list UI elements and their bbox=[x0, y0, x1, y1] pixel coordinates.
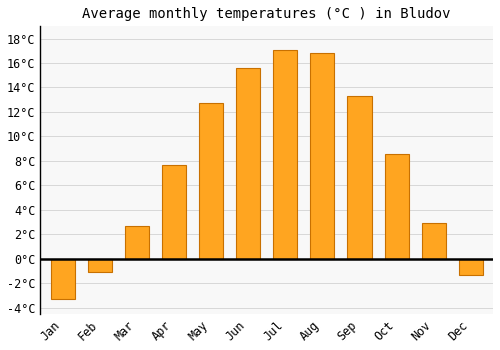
Bar bbox=[124, 226, 149, 259]
Bar bbox=[348, 96, 372, 259]
Bar bbox=[236, 68, 260, 259]
Bar bbox=[162, 164, 186, 259]
Bar bbox=[422, 223, 446, 259]
Bar bbox=[384, 154, 408, 259]
Bar bbox=[458, 259, 483, 275]
Bar bbox=[88, 259, 112, 272]
Title: Average monthly temperatures (°C ) in Bludov: Average monthly temperatures (°C ) in Bl… bbox=[82, 7, 451, 21]
Bar bbox=[50, 259, 74, 299]
Bar bbox=[273, 50, 297, 259]
Bar bbox=[199, 103, 223, 259]
Bar bbox=[310, 53, 334, 259]
